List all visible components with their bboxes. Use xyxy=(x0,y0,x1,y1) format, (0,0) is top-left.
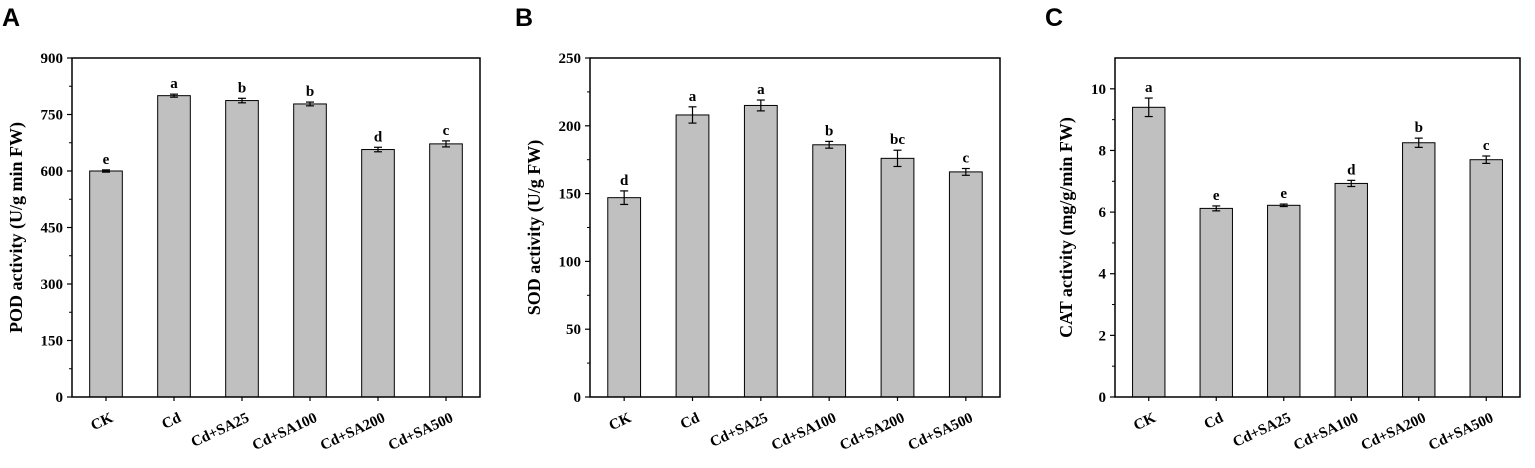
bar xyxy=(1267,204,1301,398)
significance-letter: d xyxy=(620,173,629,189)
category-label: Cd+SA100 xyxy=(250,410,320,454)
bar xyxy=(157,95,191,398)
y-tick-label: 0 xyxy=(56,390,64,406)
panel-letter: A xyxy=(2,4,20,32)
y-tick-label: 450 xyxy=(41,221,64,237)
y-tick-label: 750 xyxy=(41,108,64,124)
significance-letter: e xyxy=(1213,188,1220,204)
y-axis-label: POD activity (U/g min FW) xyxy=(6,122,27,333)
significance-letter: a xyxy=(757,82,765,98)
y-tick-label: 100 xyxy=(559,254,582,270)
bar xyxy=(429,143,463,398)
y-tick-label: 0 xyxy=(1099,390,1107,406)
bar xyxy=(1469,159,1503,398)
bar xyxy=(293,103,327,398)
panel-c: Ca CK e Cd e Cd+SA25 d Cd+SA100 b Cd+SA200 c Cd+SA5… xyxy=(1045,4,1521,454)
panel-b: Bd CK a Cd a Cd+SA25 b Cd+SA100 bc Cd+SA200 c Cd+SA… xyxy=(515,4,1001,454)
y-tick-label: 8 xyxy=(1099,143,1107,159)
y-tick-label: 150 xyxy=(41,334,64,350)
bar xyxy=(880,157,915,398)
bar xyxy=(743,104,778,398)
category-label: Cd xyxy=(1202,410,1227,433)
plot-frame xyxy=(589,57,1001,398)
significance-letter: a xyxy=(689,89,697,105)
significance-letter: a xyxy=(170,76,178,92)
y-tick-label: 4 xyxy=(1099,267,1107,283)
significance-letter: bc xyxy=(890,132,905,148)
significance-letter: c xyxy=(443,123,450,139)
category-label: CK xyxy=(89,410,116,434)
significance-letter: e xyxy=(103,152,110,168)
significance-letter: b xyxy=(825,123,833,139)
bar xyxy=(1334,182,1368,398)
panel-letter: C xyxy=(1045,4,1063,32)
category-label: Cd+SA500 xyxy=(906,410,976,454)
significance-letter: a xyxy=(1145,80,1153,96)
bar xyxy=(1402,142,1436,398)
y-tick-label: 0 xyxy=(574,390,582,406)
category-label: CK xyxy=(607,410,634,434)
category-label: Cd+SA500 xyxy=(1426,410,1496,454)
significance-letter: c xyxy=(1483,138,1490,154)
y-axis-label: CAT activity (mg/g/min FW) xyxy=(1056,117,1077,338)
category-label: Cd+SA25 xyxy=(708,410,771,451)
y-axis-label: SOD activity (U/g FW) xyxy=(524,140,545,315)
significance-letter: b xyxy=(1415,120,1423,136)
category-label: Cd+SA25 xyxy=(1231,410,1294,451)
y-tick-label: 200 xyxy=(559,119,582,135)
panel-letter: B xyxy=(515,4,533,32)
bar xyxy=(225,100,259,398)
significance-letter: c xyxy=(962,151,969,167)
category-label: Cd+SA100 xyxy=(1291,410,1361,454)
bar xyxy=(607,197,642,398)
category-label: CK xyxy=(1131,410,1158,434)
significance-letter: b xyxy=(306,84,314,100)
bar xyxy=(812,144,847,398)
bar xyxy=(361,149,395,398)
y-tick-label: 250 xyxy=(559,51,582,67)
y-tick-label: 2 xyxy=(1099,328,1107,344)
bar xyxy=(948,171,983,398)
plot-frame xyxy=(71,57,481,398)
significance-letter: b xyxy=(238,80,246,96)
bar xyxy=(89,170,123,398)
y-tick-label: 300 xyxy=(41,277,64,293)
category-label: Cd+SA500 xyxy=(386,410,456,454)
significance-letter: e xyxy=(1280,186,1287,202)
panel-a: Ae CK a Cd b Cd+SA25 b Cd+SA100 d Cd+SA200 c Cd+SA5… xyxy=(2,4,481,454)
significance-letter: d xyxy=(374,129,383,145)
category-label: Cd xyxy=(678,410,703,433)
category-label: Cd+SA100 xyxy=(769,410,839,454)
category-label: Cd+SA200 xyxy=(838,410,908,454)
y-tick-label: 150 xyxy=(559,187,582,203)
bar xyxy=(1199,207,1233,398)
category-label: Cd+SA200 xyxy=(1359,410,1429,454)
significance-letter: d xyxy=(1347,162,1356,178)
bar xyxy=(1132,106,1166,398)
bar xyxy=(675,114,710,398)
y-tick-label: 50 xyxy=(566,322,581,338)
category-label: Cd xyxy=(160,410,185,433)
category-label: Cd+SA200 xyxy=(318,410,388,454)
y-tick-label: 6 xyxy=(1099,205,1107,221)
y-tick-label: 900 xyxy=(41,51,64,67)
y-tick-label: 10 xyxy=(1091,82,1106,98)
y-tick-label: 600 xyxy=(41,164,64,180)
plot-frame xyxy=(1114,57,1521,398)
category-label: Cd+SA25 xyxy=(189,410,252,451)
